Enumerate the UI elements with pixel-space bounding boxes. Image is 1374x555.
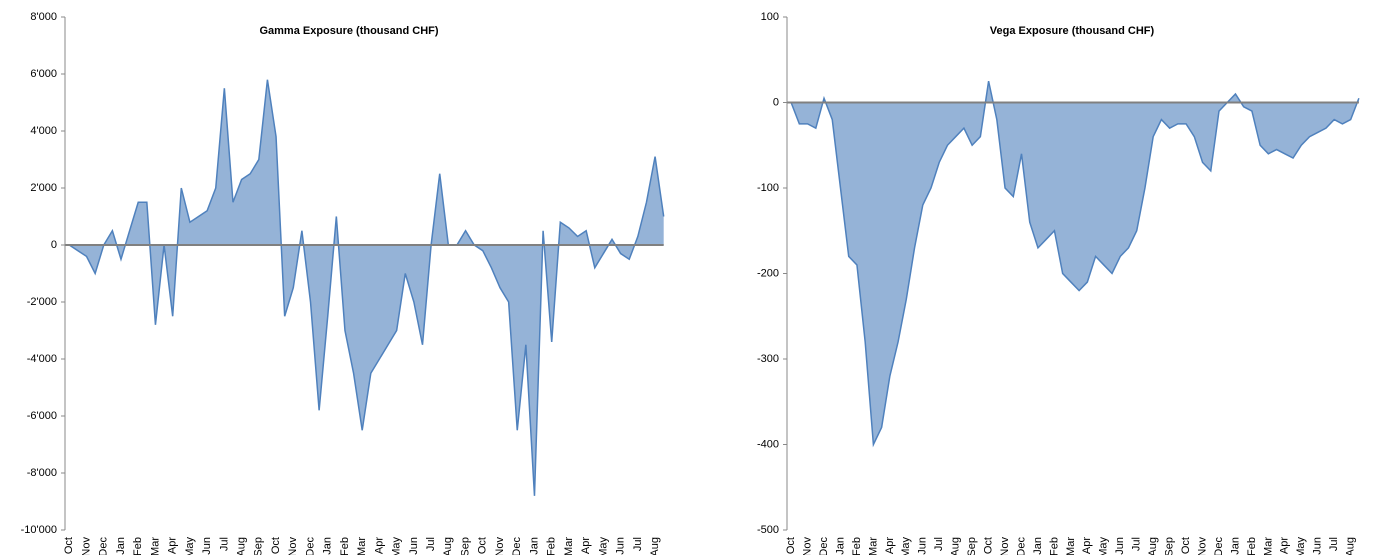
x-tick-label: Nov bbox=[287, 537, 299, 555]
area bbox=[69, 79, 664, 496]
x-tick-label: Oct bbox=[270, 537, 282, 554]
x-tick-label: Jun bbox=[615, 537, 627, 555]
y-tick-label: 2'000 bbox=[30, 182, 57, 194]
x-tick-label: Jul bbox=[933, 537, 945, 551]
x-tick-label: Nov bbox=[999, 537, 1011, 555]
x-tick-label: Apr bbox=[373, 537, 385, 554]
x-tick-label: Feb bbox=[1048, 537, 1060, 555]
x-tick-label: Aug bbox=[1147, 537, 1159, 555]
x-tick-label: Mar bbox=[149, 537, 161, 555]
y-tick-label: -2'000 bbox=[27, 296, 57, 308]
x-tick-label: Dec bbox=[818, 537, 830, 555]
x-tick-label: Aug bbox=[649, 537, 661, 555]
chart-title: Vega Exposure (thousand CHF) bbox=[990, 25, 1155, 37]
x-tick-label: Jul bbox=[425, 537, 437, 551]
x-tick-label: Apr bbox=[884, 537, 896, 554]
x-tick-label: Feb bbox=[339, 537, 351, 555]
y-tick-label: 4'000 bbox=[30, 125, 57, 137]
x-tick-label: Jun bbox=[1114, 537, 1126, 555]
x-tick-label: Feb bbox=[546, 537, 558, 555]
x-tick-label: May bbox=[1295, 537, 1307, 555]
y-tick-label: -4'000 bbox=[27, 353, 57, 365]
x-tick-label: May bbox=[900, 537, 912, 555]
x-tick-label: Aug bbox=[1345, 537, 1357, 555]
y-tick-label: -10'000 bbox=[21, 524, 57, 536]
x-tick-label: Jan bbox=[528, 537, 540, 555]
x-tick-label: May bbox=[184, 537, 196, 555]
x-tick-label: Apr bbox=[1279, 537, 1291, 554]
x-tick-label: Nov bbox=[1196, 537, 1208, 555]
x-tick-label: Mar bbox=[1065, 537, 1077, 555]
x-tick-label: Dec bbox=[304, 537, 316, 555]
x-tick-label: Feb bbox=[851, 537, 863, 555]
x-tick-label: Jun bbox=[408, 537, 420, 555]
y-tick-label: -100 bbox=[757, 182, 779, 194]
x-tick-label: Dec bbox=[1213, 537, 1225, 555]
x-tick-label: Sep bbox=[966, 537, 978, 555]
x-tick-label: Sep bbox=[1164, 537, 1176, 555]
x-tick-label: Nov bbox=[494, 537, 506, 555]
y-tick-label: 100 bbox=[761, 11, 779, 23]
x-tick-label: Jul bbox=[632, 537, 644, 551]
y-tick-label: -6'000 bbox=[27, 410, 57, 422]
x-tick-label: May bbox=[597, 537, 609, 555]
x-tick-label: Dec bbox=[98, 537, 110, 555]
x-tick-label: Jul bbox=[1328, 537, 1340, 551]
y-tick-label: -500 bbox=[757, 524, 779, 536]
line bbox=[790, 80, 1360, 448]
x-tick-label: Jan bbox=[1032, 537, 1044, 555]
x-tick-label: Oct bbox=[785, 537, 797, 554]
x-tick-label: Apr bbox=[1081, 537, 1093, 554]
x-tick-label: Jun bbox=[1312, 537, 1324, 555]
x-tick-label: Dec bbox=[1015, 537, 1027, 555]
y-tick-label: -200 bbox=[757, 267, 779, 279]
x-tick-label: Nov bbox=[80, 537, 92, 555]
x-tick-label: Sep bbox=[253, 537, 265, 555]
x-tick-label: Feb bbox=[132, 537, 144, 555]
y-tick-label: 8'000 bbox=[30, 11, 57, 23]
x-tick-label: Oct bbox=[983, 537, 995, 554]
x-tick-label: Jul bbox=[218, 537, 230, 551]
x-tick-label: Jun bbox=[201, 537, 213, 555]
x-tick-label: Jan bbox=[1229, 537, 1241, 555]
y-tick-label: 0 bbox=[51, 239, 57, 251]
x-tick-label: Sep bbox=[459, 537, 471, 555]
chart-title: Gamma Exposure (thousand CHF) bbox=[259, 25, 438, 37]
x-tick-label: Oct bbox=[1180, 537, 1192, 554]
y-tick-label: -8'000 bbox=[27, 467, 57, 479]
x-tick-label: Nov bbox=[801, 537, 813, 555]
x-tick-label: Oct bbox=[63, 537, 75, 554]
line bbox=[68, 79, 665, 496]
x-tick-label: Jan bbox=[834, 537, 846, 555]
x-tick-label: Oct bbox=[477, 537, 489, 554]
x-tick-label: May bbox=[391, 537, 403, 555]
x-tick-label: Jul bbox=[1131, 537, 1143, 551]
x-tick-label: Apr bbox=[580, 537, 592, 554]
y-tick-label: 6'000 bbox=[30, 68, 57, 80]
x-tick-label: Jan bbox=[322, 537, 334, 555]
x-tick-label: Mar bbox=[1262, 537, 1274, 555]
x-tick-label: Jun bbox=[917, 537, 929, 555]
x-tick-label: Jan bbox=[115, 537, 127, 555]
y-tick-label: 0 bbox=[773, 96, 779, 108]
x-tick-label: Mar bbox=[356, 537, 368, 555]
x-tick-label: Aug bbox=[442, 537, 454, 555]
x-tick-label: Dec bbox=[511, 537, 523, 555]
x-tick-label: Aug bbox=[235, 537, 247, 555]
y-tick-label: -300 bbox=[757, 353, 779, 365]
x-tick-label: Mar bbox=[867, 537, 879, 555]
x-tick-label: Feb bbox=[1246, 537, 1258, 555]
x-tick-label: Apr bbox=[167, 537, 179, 554]
x-tick-label: Aug bbox=[950, 537, 962, 555]
x-tick-label: Mar bbox=[563, 537, 575, 555]
area bbox=[791, 81, 1359, 445]
y-tick-label: -400 bbox=[757, 438, 779, 450]
x-tick-label: May bbox=[1098, 537, 1110, 555]
